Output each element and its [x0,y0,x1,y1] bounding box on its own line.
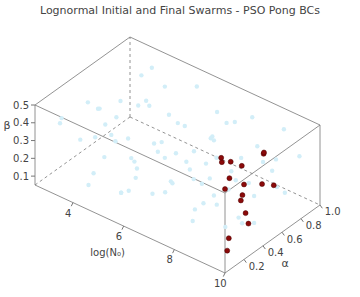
svg-text:0.4: 0.4 [13,117,29,128]
svg-text:0.4: 0.4 [267,247,284,259]
svg-text:0.2: 0.2 [249,261,265,272]
svg-text:10: 10 [214,278,227,289]
svg-text:0.3: 0.3 [13,135,29,146]
svg-text:0.1: 0.1 [13,171,29,182]
svg-text:Lognormal Initial and Final Sw: Lognormal Initial and Final Swarms - PSO… [40,4,320,17]
svg-text:α: α [282,257,289,270]
svg-text:0.2: 0.2 [13,153,29,164]
svg-text:6: 6 [116,231,122,242]
svg-text:8: 8 [166,254,172,265]
svg-text:β: β [8,119,11,132]
svg-text:1.0: 1.0 [325,206,341,217]
svg-text:log(N₀): log(N₀) [90,247,125,258]
svg-text:0.5: 0.5 [13,100,29,111]
svg-text:4: 4 [65,208,71,219]
svg-text:0.8: 0.8 [306,220,322,231]
svg-text:0.6: 0.6 [287,234,303,245]
